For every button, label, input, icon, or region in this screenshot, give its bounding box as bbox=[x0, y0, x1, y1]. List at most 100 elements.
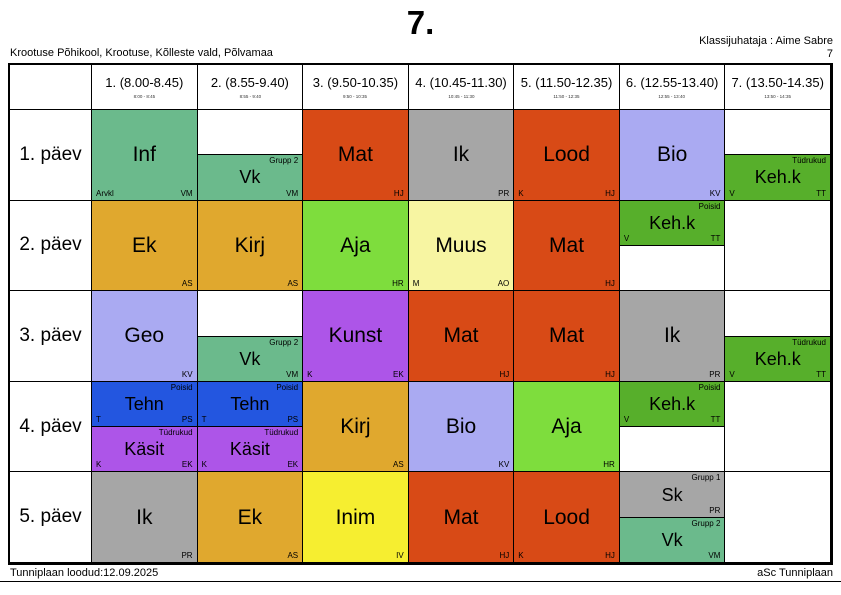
room-label: K bbox=[96, 460, 102, 470]
class-number: 7 bbox=[826, 48, 833, 60]
group-label: Tüdrukud bbox=[158, 428, 193, 438]
lesson-subject: Ik bbox=[452, 143, 470, 167]
lesson-cell: Mat HJ bbox=[514, 291, 620, 382]
lesson-cell: Lood K HJ bbox=[514, 110, 620, 201]
lesson-subject: Bio bbox=[656, 143, 688, 167]
teacher-label: TT bbox=[710, 233, 721, 243]
lesson-cell: Poisid Keh.k V TT bbox=[619, 381, 726, 473]
empty-cell bbox=[725, 472, 831, 563]
room-label: K bbox=[518, 188, 524, 198]
empty-cell bbox=[725, 381, 831, 473]
lesson-subject: Inim bbox=[335, 505, 376, 529]
room-label: K bbox=[518, 550, 524, 560]
day-label-text: 1. päev bbox=[19, 143, 82, 165]
teacher-label: HJ bbox=[605, 188, 615, 198]
empty-cell bbox=[725, 200, 831, 292]
lesson-cell: Ek AS bbox=[197, 472, 304, 563]
day-row-label: 5. päev bbox=[10, 472, 92, 563]
column-header-label: 1. (8.00-8.45) bbox=[105, 74, 184, 90]
lesson-subject: Keh.k bbox=[754, 167, 801, 188]
teacher-label: AO bbox=[497, 279, 510, 289]
lesson-subject: Ik bbox=[663, 324, 681, 348]
teacher-label: KV bbox=[498, 460, 510, 470]
group-label: Grupp 2 bbox=[269, 337, 299, 347]
lesson-half: Tüdrukud Käsit K EK bbox=[92, 427, 197, 472]
lesson-half: Grupp 2 Vk VM bbox=[197, 155, 303, 200]
group-label: Poisid bbox=[170, 382, 193, 392]
column-header: 7. (13.50-14.35) 13:50 - 14:35 bbox=[725, 65, 831, 110]
teacher-label: HR bbox=[392, 279, 404, 289]
lesson-subject: Mat bbox=[549, 324, 585, 348]
teacher-label: EK bbox=[393, 369, 404, 379]
lesson-subject: Inf bbox=[132, 143, 156, 167]
lesson-cell: Aja HR bbox=[303, 200, 409, 292]
lesson-subject: Kirj bbox=[234, 233, 266, 257]
lesson-cell: Bio KV bbox=[408, 381, 515, 473]
room-label: Arvkl bbox=[96, 188, 114, 198]
lesson-subject: Keh.k bbox=[754, 348, 801, 369]
room-label: K bbox=[201, 460, 207, 470]
column-header-label: 6. (12.55-13.40) bbox=[625, 74, 719, 90]
teacher-label: VM bbox=[708, 550, 721, 560]
lesson-cell: Grupp 1 Sk PR Grupp 2 Vk VM bbox=[619, 472, 726, 563]
group-label: Tüdrukud bbox=[792, 156, 826, 166]
column-header-label: 4. (10.45-11.30) bbox=[415, 74, 507, 90]
lesson-subject: Käsit bbox=[229, 439, 270, 460]
lesson-subject: Tehn bbox=[230, 393, 270, 414]
column-header: 2. (8.55-9.40) 8:55 - 9:40 bbox=[197, 65, 304, 110]
lesson-subject: Mat bbox=[549, 233, 585, 257]
lesson-half: Grupp 1 Sk PR bbox=[619, 472, 725, 518]
teacher-label: EK bbox=[287, 460, 299, 470]
lesson-cell: Grupp 2 Vk VM bbox=[197, 110, 304, 201]
day-row-label: 2. päev bbox=[10, 200, 92, 292]
lesson-subject: Tehn bbox=[124, 393, 164, 414]
column-header-time: 11:50 - 12:35 bbox=[553, 94, 580, 99]
column-header: 3. (9.50-10.35) 9:50 - 10:35 bbox=[303, 65, 409, 110]
page-title: 7. bbox=[406, 4, 435, 41]
lesson-cell: Mat HJ bbox=[303, 110, 409, 201]
teacher-label: PR bbox=[181, 550, 193, 560]
header-corner-cell bbox=[10, 65, 92, 110]
lesson-subject: Mat bbox=[443, 505, 479, 529]
lesson-subject: Ek bbox=[237, 505, 263, 529]
room-label: T bbox=[96, 415, 101, 425]
teacher-label: KV bbox=[709, 188, 721, 198]
teacher-label: HR bbox=[603, 460, 615, 470]
lesson-subject: Vk bbox=[661, 529, 683, 550]
teacher-label: TT bbox=[816, 369, 826, 379]
lesson-cell: Kunst K EK bbox=[303, 291, 409, 382]
column-header-time: 13:50 - 14:35 bbox=[764, 94, 791, 99]
day-label-text: 2. päev bbox=[19, 234, 82, 256]
teacher-label: HJ bbox=[499, 550, 510, 560]
lesson-subject: Mat bbox=[337, 143, 373, 167]
room-label: V bbox=[729, 369, 735, 379]
teacher-label: HJ bbox=[605, 550, 615, 560]
teacher-label: VM bbox=[286, 369, 299, 379]
teacher-label: AS bbox=[287, 550, 299, 560]
teacher-label: IV bbox=[396, 550, 404, 560]
column-header-time: 9:50 - 10:35 bbox=[343, 94, 368, 99]
empty-half bbox=[725, 110, 830, 156]
footer-created: Tunniplaan loodud:12.09.2025 bbox=[10, 567, 159, 579]
lesson-cell: Muus M AO bbox=[408, 200, 515, 292]
teacher-label: HJ bbox=[605, 279, 615, 289]
group-label: Poisid bbox=[698, 201, 721, 211]
day-row-label: 3. päev bbox=[10, 291, 92, 382]
footer-app: aSc Tunniplaan bbox=[757, 567, 833, 579]
teacher-label: AS bbox=[287, 279, 299, 289]
group-label: Poisid bbox=[276, 382, 299, 392]
column-header-time: 8:00 - 8:45 bbox=[133, 94, 156, 99]
class-teacher: Klassijuhataja : Aime Sabre bbox=[699, 35, 833, 47]
lesson-cell: Poisid Tehn T PS Tüdrukud Käsit K EK bbox=[197, 381, 304, 473]
lesson-subject: Kunst bbox=[328, 324, 383, 348]
teacher-label: HJ bbox=[605, 369, 615, 379]
lesson-cell: Inf Arvkl VM bbox=[92, 110, 198, 201]
lesson-half: Poisid Tehn T PS bbox=[197, 381, 303, 428]
school-name: Krootuse Põhikool, Krootuse, Kõlleste va… bbox=[10, 47, 273, 59]
lesson-subject: Käsit bbox=[124, 439, 165, 460]
lesson-half: Grupp 2 Vk VM bbox=[619, 517, 725, 562]
timetable-grid: 1. (8.00-8.45) 8:00 - 8:45 2. (8.55-9.40) 8… bbox=[8, 63, 833, 565]
column-header-label: 7. (13.50-14.35) bbox=[731, 74, 824, 90]
column-header: 5. (11.50-12.35) 11:50 - 12:35 bbox=[514, 65, 620, 110]
lesson-subject: Kirj bbox=[340, 415, 371, 439]
